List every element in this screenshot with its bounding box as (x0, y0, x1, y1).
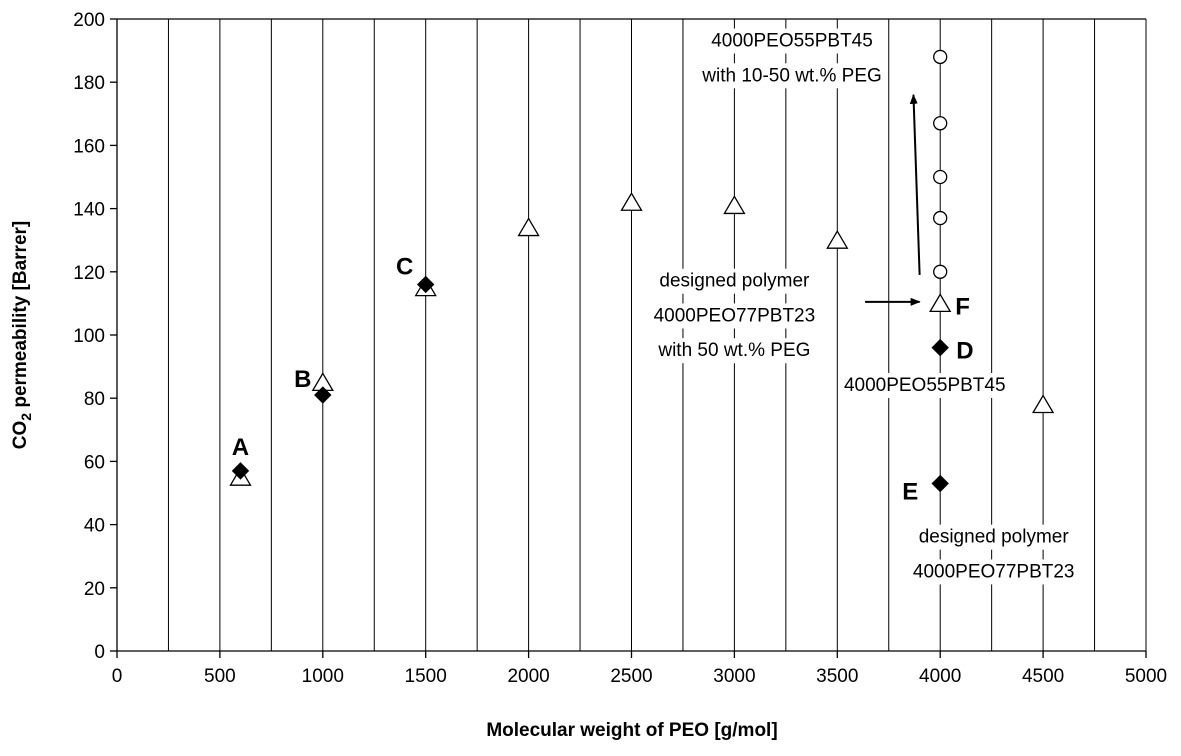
data-points (229, 49, 1055, 493)
y-tick-label: 60 (84, 452, 105, 473)
annotation-text: 4000PEO55PBT45 (844, 375, 1006, 396)
point-label: F (955, 293, 970, 320)
diamond-point (931, 474, 949, 493)
y-tick-label: 20 (84, 579, 105, 600)
annotation-text: designed polymer (659, 271, 810, 292)
x-tick-label: 4000 (919, 666, 961, 687)
diamond-point (416, 275, 435, 294)
y-tick-label: 140 (73, 200, 105, 221)
annotation-text: designed polymer (919, 527, 1070, 548)
x-tick-label: 500 (204, 666, 236, 687)
x-tick-label: 3000 (713, 666, 755, 687)
y-tick-label: 120 (73, 263, 105, 284)
x-tick-label: 4500 (1022, 666, 1064, 687)
annotation-background (653, 338, 815, 364)
y-tick-label: 40 (84, 516, 105, 537)
annotation-text: 4000PEO77PBT23 (913, 561, 1075, 582)
annotation: designed polymer (914, 524, 1074, 550)
circle-point (933, 210, 948, 226)
annotation-background (914, 524, 1074, 550)
point-label: C (396, 253, 413, 280)
annotation-background (655, 268, 815, 294)
point-labels: A B C D E F (232, 253, 974, 505)
annotation: 4000PEO77PBT23 (908, 559, 1079, 585)
y-axis-title-suffix: permeability [Barrer] (10, 221, 31, 413)
annotation-text: 4000PEO77PBT23 (654, 305, 816, 326)
annotation-text: with 50 wt.% PEG (657, 340, 810, 361)
annotation-text: with 10-50 wt.% PEG (701, 65, 882, 86)
circle-point (933, 49, 948, 65)
x-tick-label: 1500 (405, 666, 447, 687)
annotation-background (697, 63, 886, 89)
triangle-point (517, 217, 540, 237)
circle-point (933, 169, 948, 185)
annotation-background (908, 559, 1079, 585)
y-tick-label: 200 (73, 10, 105, 31)
y-tick-label: 180 (73, 73, 105, 94)
annotation: 4000PEO55PBT45 (707, 28, 877, 54)
point-label: E (902, 479, 918, 506)
y-axis-title-subscript: 2 (18, 413, 34, 421)
y-tick-label: 160 (73, 136, 105, 157)
y-axis-title-prefix: CO (10, 421, 31, 450)
x-tick-label: 1000 (302, 666, 344, 687)
annotation: with 10-50 wt.% PEG (697, 63, 886, 89)
annotation: 4000PEO77PBT23 (649, 303, 820, 329)
x-tick-label: 2500 (610, 666, 652, 687)
annotations: 4000PEO55PBT45 with 10-50 wt.% PEG designe… (649, 28, 1079, 585)
annotation-arrow (909, 93, 921, 275)
annotation-background (649, 303, 820, 329)
triangle-point (1031, 394, 1055, 414)
triangle-point (723, 195, 746, 215)
x-tick-label: 2000 (507, 666, 549, 687)
x-tick-label: 3500 (816, 666, 858, 687)
point-label: D (956, 338, 973, 365)
annotation-background (839, 372, 1010, 398)
annotation: designed polymer (655, 268, 815, 294)
y-tick-label: 0 (94, 642, 105, 663)
diamond-point (931, 338, 949, 357)
annotation-background (707, 28, 877, 54)
annotation: 4000PEO55PBT45 (839, 372, 1010, 398)
triangle-point (620, 191, 643, 211)
x-tick-label: 0 (112, 666, 123, 687)
triangle-point (929, 293, 952, 313)
annotation: with 50 wt.% PEG (653, 338, 815, 364)
annotation-arrows (865, 93, 921, 306)
point-label: B (294, 366, 311, 393)
circle-point (933, 116, 948, 131)
y-tick-label: 100 (73, 326, 105, 347)
annotation-text: 4000PEO55PBT45 (711, 31, 873, 52)
x-tick-label: 5000 (1125, 666, 1167, 687)
axis-ticks: 0 500 1000 1500 2000 2500 3000 3500 4000 4500 5000… (73, 10, 1167, 687)
diamond-point (231, 462, 250, 480)
y-axis-title: CO2 permeability [Barrer] (10, 221, 34, 449)
gridlines (167, 19, 1147, 651)
triangle-point (826, 229, 849, 249)
point-label: A (232, 434, 249, 461)
x-axis-title: Molecular weight of PEO [g/mol] (486, 720, 777, 741)
circle-point (933, 264, 948, 279)
y-tick-label: 80 (84, 389, 105, 410)
diamond-point (314, 386, 332, 404)
